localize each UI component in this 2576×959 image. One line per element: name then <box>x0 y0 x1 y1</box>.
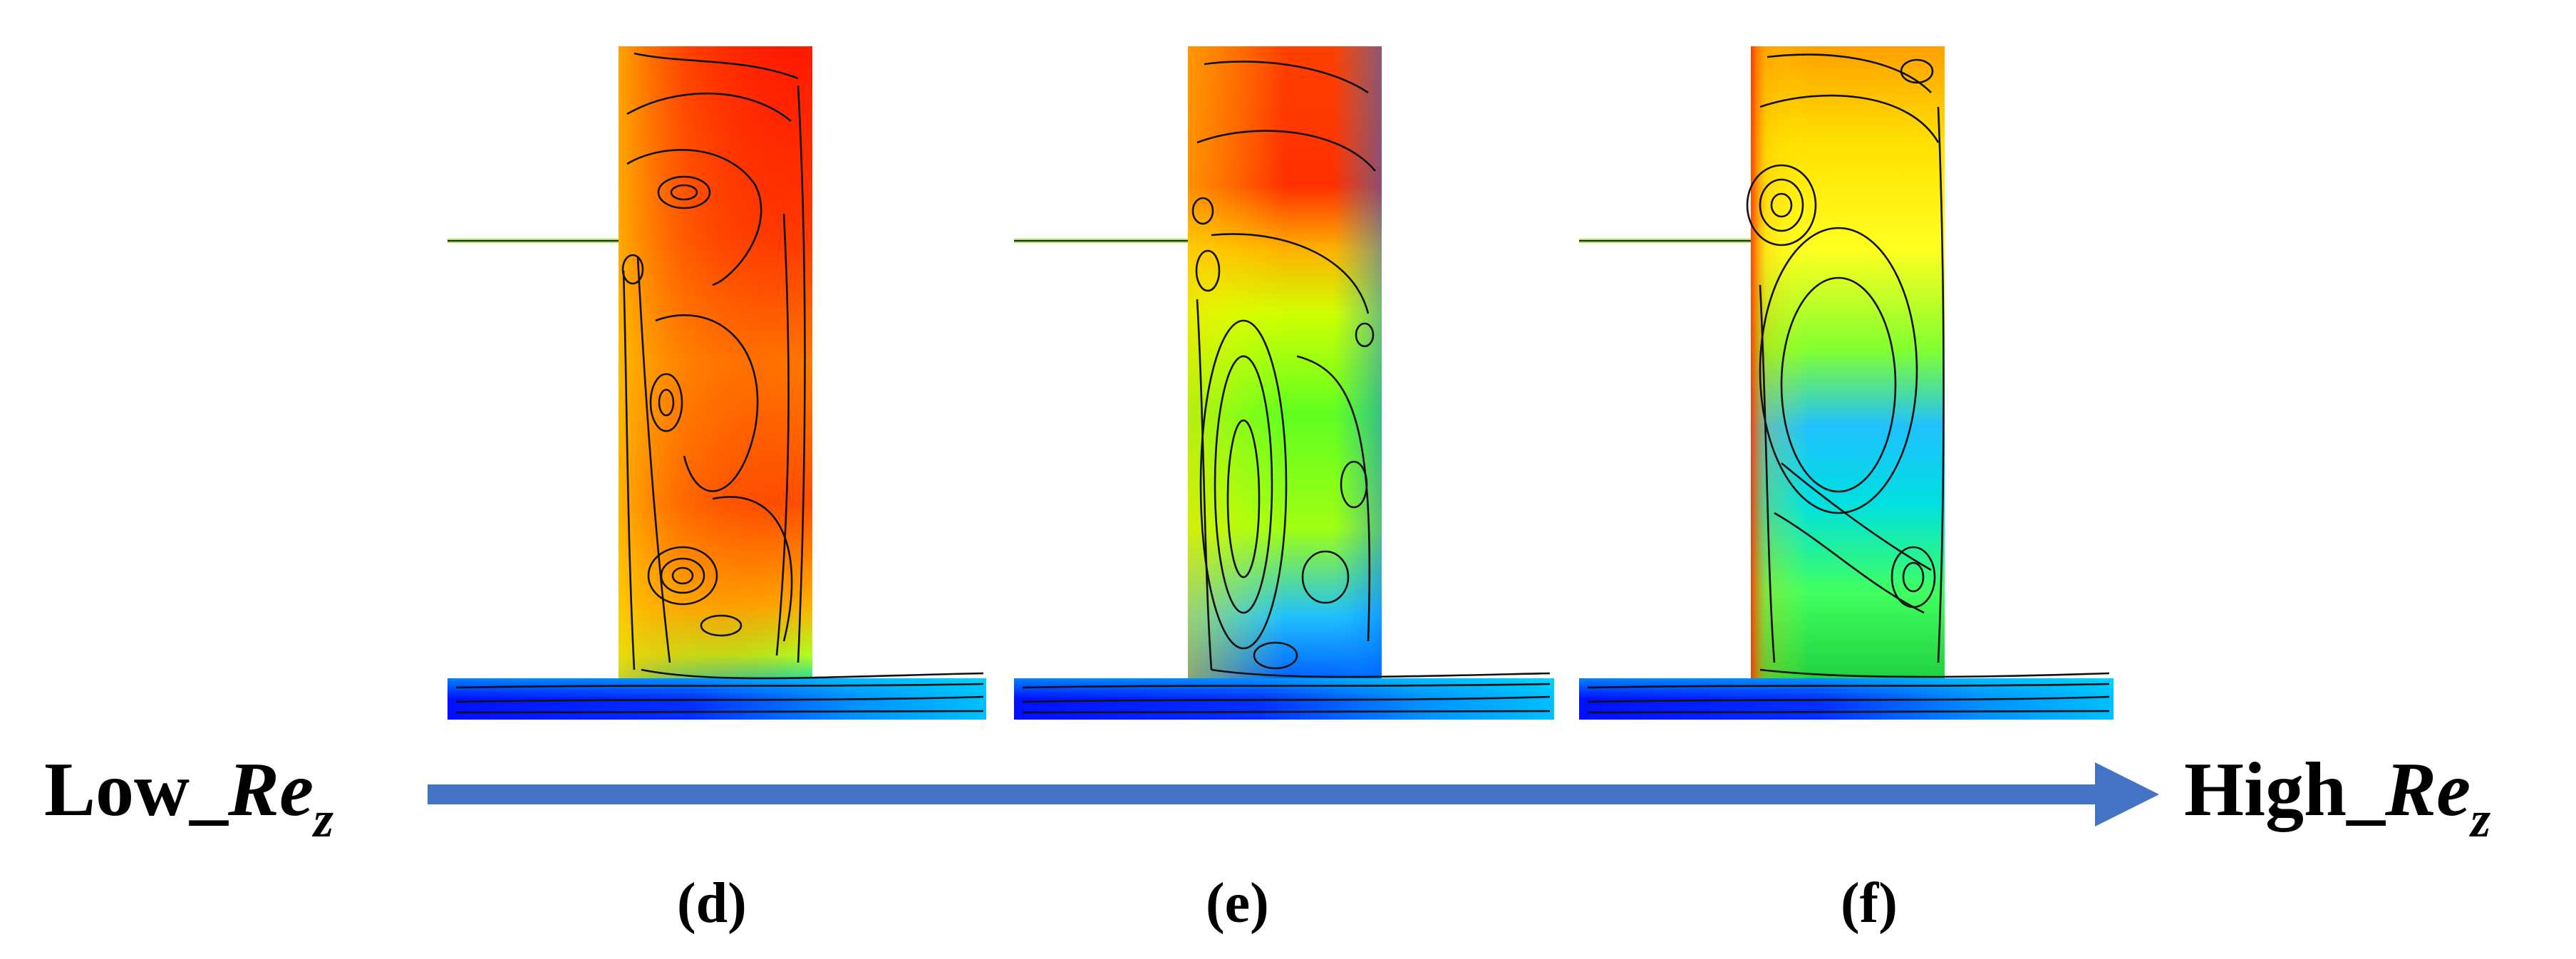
high-rez-label: High_Rez <box>2184 747 2491 848</box>
caption-e: (e) <box>1206 872 1269 935</box>
panel-d <box>448 46 986 720</box>
panel-f <box>1579 46 2114 720</box>
panel-e <box>1014 46 1554 720</box>
caption-d: (d) <box>677 872 747 935</box>
low-rez-label: Low_Rez <box>44 747 334 848</box>
panel-f-streamlines <box>1587 53 2110 714</box>
caption-f: (f) <box>1841 872 1898 935</box>
panel-e-streamlines <box>1022 61 1551 714</box>
panel-d-streamlines <box>455 52 984 714</box>
reynolds-arrow <box>428 762 2159 826</box>
